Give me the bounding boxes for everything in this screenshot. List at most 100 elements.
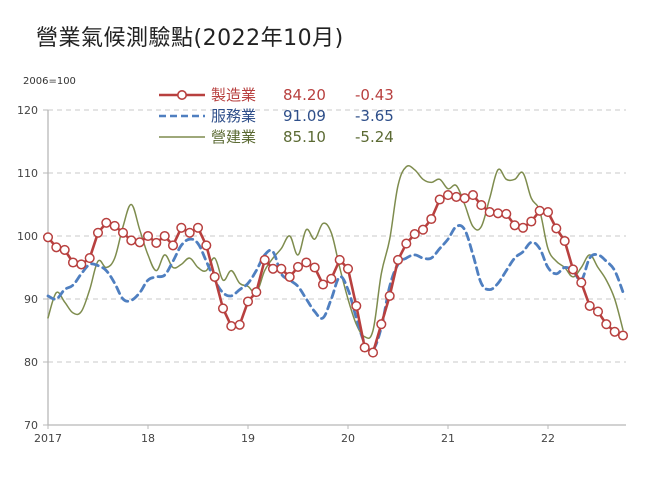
data-point-marker [67, 257, 79, 268]
data-point-marker [317, 279, 329, 290]
data-point-marker [117, 227, 129, 238]
legend-value: 84.20 [283, 85, 326, 104]
axes [43, 109, 626, 429]
data-point-marker [476, 200, 487, 211]
series-construction [47, 164, 624, 340]
x-tick-label: 21 [441, 432, 455, 445]
x-tick-label: 20 [341, 432, 355, 445]
data-point-marker [134, 237, 145, 248]
data-point-marker [459, 193, 470, 204]
data-point-marker [384, 290, 395, 301]
data-point-marker [567, 264, 579, 275]
data-point-marker [492, 208, 504, 219]
data-point-marker [59, 244, 70, 255]
data-point-marker [451, 191, 462, 202]
data-point-marker [109, 220, 120, 231]
data-point-marker [359, 342, 370, 353]
data-point-marker [267, 263, 279, 274]
data-point-marker [342, 263, 354, 274]
data-point-marker [376, 319, 387, 330]
y-tick-label: 110 [17, 167, 38, 180]
data-point-marker [509, 220, 520, 231]
y-tick-label: 80 [24, 356, 38, 369]
data-point-marker [284, 271, 295, 282]
y-axis-labels: 70 80 90 100 110 120 [17, 104, 38, 432]
data-point-marker [326, 273, 337, 284]
data-point-marker [367, 347, 379, 358]
data-point-marker [234, 319, 245, 330]
y-tick-label: 90 [24, 293, 38, 306]
legend-name: 製造業 [211, 86, 257, 104]
data-point-marker [526, 216, 537, 227]
y-tick-label: 100 [17, 230, 38, 243]
data-point-marker [42, 232, 54, 243]
legend-item-construction: 營建業 85.10 -5.24 [157, 126, 415, 147]
legend-item-manufacturing: 製造業 84.20 -0.43 [157, 84, 415, 105]
data-point-marker [609, 326, 620, 337]
data-point-marker [142, 230, 154, 242]
data-point-marker [484, 207, 495, 218]
solid-line-icon [159, 135, 205, 138]
legend: 製造業 84.20 -0.43 服務業 91.09 -3.65 營建業 85.1… [157, 84, 415, 147]
legend-change: -5.24 [355, 127, 394, 146]
data-point-marker [351, 300, 362, 311]
x-axis-labels: 2017 18 19 20 21 22 [34, 432, 555, 445]
data-point-marker [576, 277, 587, 288]
data-point-marker [84, 253, 95, 264]
x-tick-label: 18 [141, 432, 155, 445]
data-point-marker [584, 300, 595, 311]
data-point-marker [517, 222, 529, 233]
data-point-marker [534, 205, 545, 216]
legend-name: 服務業 [211, 107, 257, 125]
data-point-marker [184, 227, 195, 238]
data-point-marker [309, 262, 320, 273]
y-tick-label: 120 [17, 104, 38, 117]
series-lines [42, 164, 629, 358]
data-point-marker [159, 230, 170, 242]
data-point-marker [334, 254, 345, 265]
data-point-marker [559, 235, 570, 247]
data-point-marker [167, 240, 179, 251]
data-point-marker [542, 207, 554, 218]
data-point-marker [592, 306, 604, 317]
data-point-marker [426, 213, 437, 225]
unit-label: 2006=100 [23, 76, 76, 87]
legend-change: -0.43 [355, 85, 394, 104]
data-point-marker [209, 271, 220, 282]
data-point-marker [242, 296, 254, 307]
dashed-line-icon [159, 114, 205, 117]
line-circle-marker-icon [159, 89, 205, 100]
x-tick-label: 19 [241, 432, 255, 445]
y-tick-label: 70 [24, 419, 38, 432]
data-point-marker [126, 235, 137, 246]
data-point-marker [301, 257, 312, 268]
data-point-marker [92, 227, 104, 238]
data-point-marker [467, 190, 479, 201]
data-point-marker [401, 238, 412, 249]
data-point-marker [217, 303, 229, 314]
legend-item-services: 服務業 91.09 -3.65 [157, 105, 415, 126]
legend-value: 85.10 [283, 127, 326, 146]
data-point-marker [442, 190, 454, 201]
data-point-marker [276, 263, 287, 274]
series-manufacturing [46, 193, 625, 354]
data-point-marker [51, 242, 62, 253]
data-point-marker [259, 254, 270, 265]
legend-change: -3.65 [355, 106, 394, 125]
chart-title: 營業氣候測驗點(2022年10月) [36, 26, 344, 51]
legend-name: 營建業 [211, 128, 257, 146]
series-services [46, 224, 625, 352]
data-point-marker [226, 321, 237, 332]
data-point-marker [201, 240, 212, 251]
data-point-marker [551, 223, 562, 234]
gridlines [48, 109, 626, 363]
x-tick-label: 22 [541, 432, 555, 445]
data-point-marker [251, 287, 262, 298]
data-point-marker [76, 259, 87, 270]
data-point-marker [101, 217, 112, 228]
data-point-marker [409, 229, 420, 240]
data-point-marker [292, 261, 304, 272]
data-point-marker [392, 254, 404, 265]
data-point-marker [176, 222, 187, 233]
data-point-marker [151, 237, 162, 248]
